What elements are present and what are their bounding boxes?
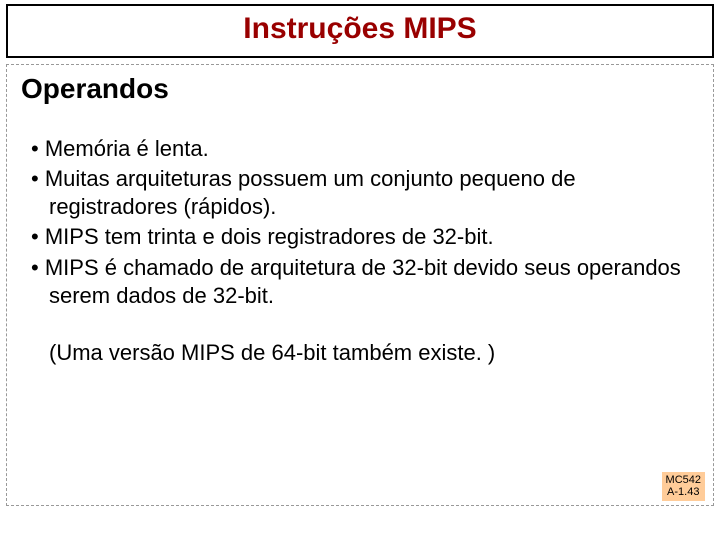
footer-page: A-1.43 bbox=[666, 486, 701, 499]
note-text: (Uma versão MIPS de 64-bit também existe… bbox=[21, 340, 699, 366]
content-container: Operandos Memória é lenta. Muitas arquit… bbox=[6, 64, 714, 506]
bullet-list: Memória é lenta. Muitas arquiteturas pos… bbox=[21, 135, 699, 310]
list-item: Muitas arquiteturas possuem um conjunto … bbox=[31, 165, 699, 221]
list-item: MIPS é chamado de arquitetura de 32-bit … bbox=[31, 254, 699, 310]
list-item: Memória é lenta. bbox=[31, 135, 699, 163]
slide-footer: MC542 A-1.43 bbox=[662, 472, 705, 501]
list-item: MIPS tem trinta e dois registradores de … bbox=[31, 223, 699, 251]
slide-subtitle: Operandos bbox=[21, 73, 699, 105]
slide-title: Instruções MIPS bbox=[8, 12, 712, 46]
title-container: Instruções MIPS bbox=[6, 4, 714, 58]
footer-course: MC542 bbox=[666, 474, 701, 487]
